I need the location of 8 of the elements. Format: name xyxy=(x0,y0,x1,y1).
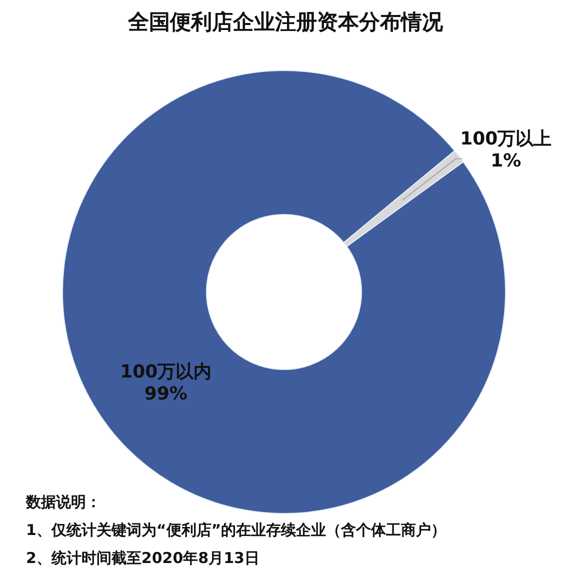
text: 2、统计时间截至2020年8月13日 xyxy=(26,548,260,569)
text: 数据说明： xyxy=(26,492,102,513)
slice-label: 100万以内 xyxy=(120,361,212,382)
data-label: 99% xyxy=(144,383,188,404)
slice-label: 100万以上 xyxy=(460,128,552,150)
chart-title: 全国便利店企业注册资本分布情况 xyxy=(128,9,443,36)
data-label: 1% xyxy=(490,150,522,172)
text: 1、仅统计关键词为“便利店”的在业存续企业（含个体工商户） xyxy=(26,520,446,541)
